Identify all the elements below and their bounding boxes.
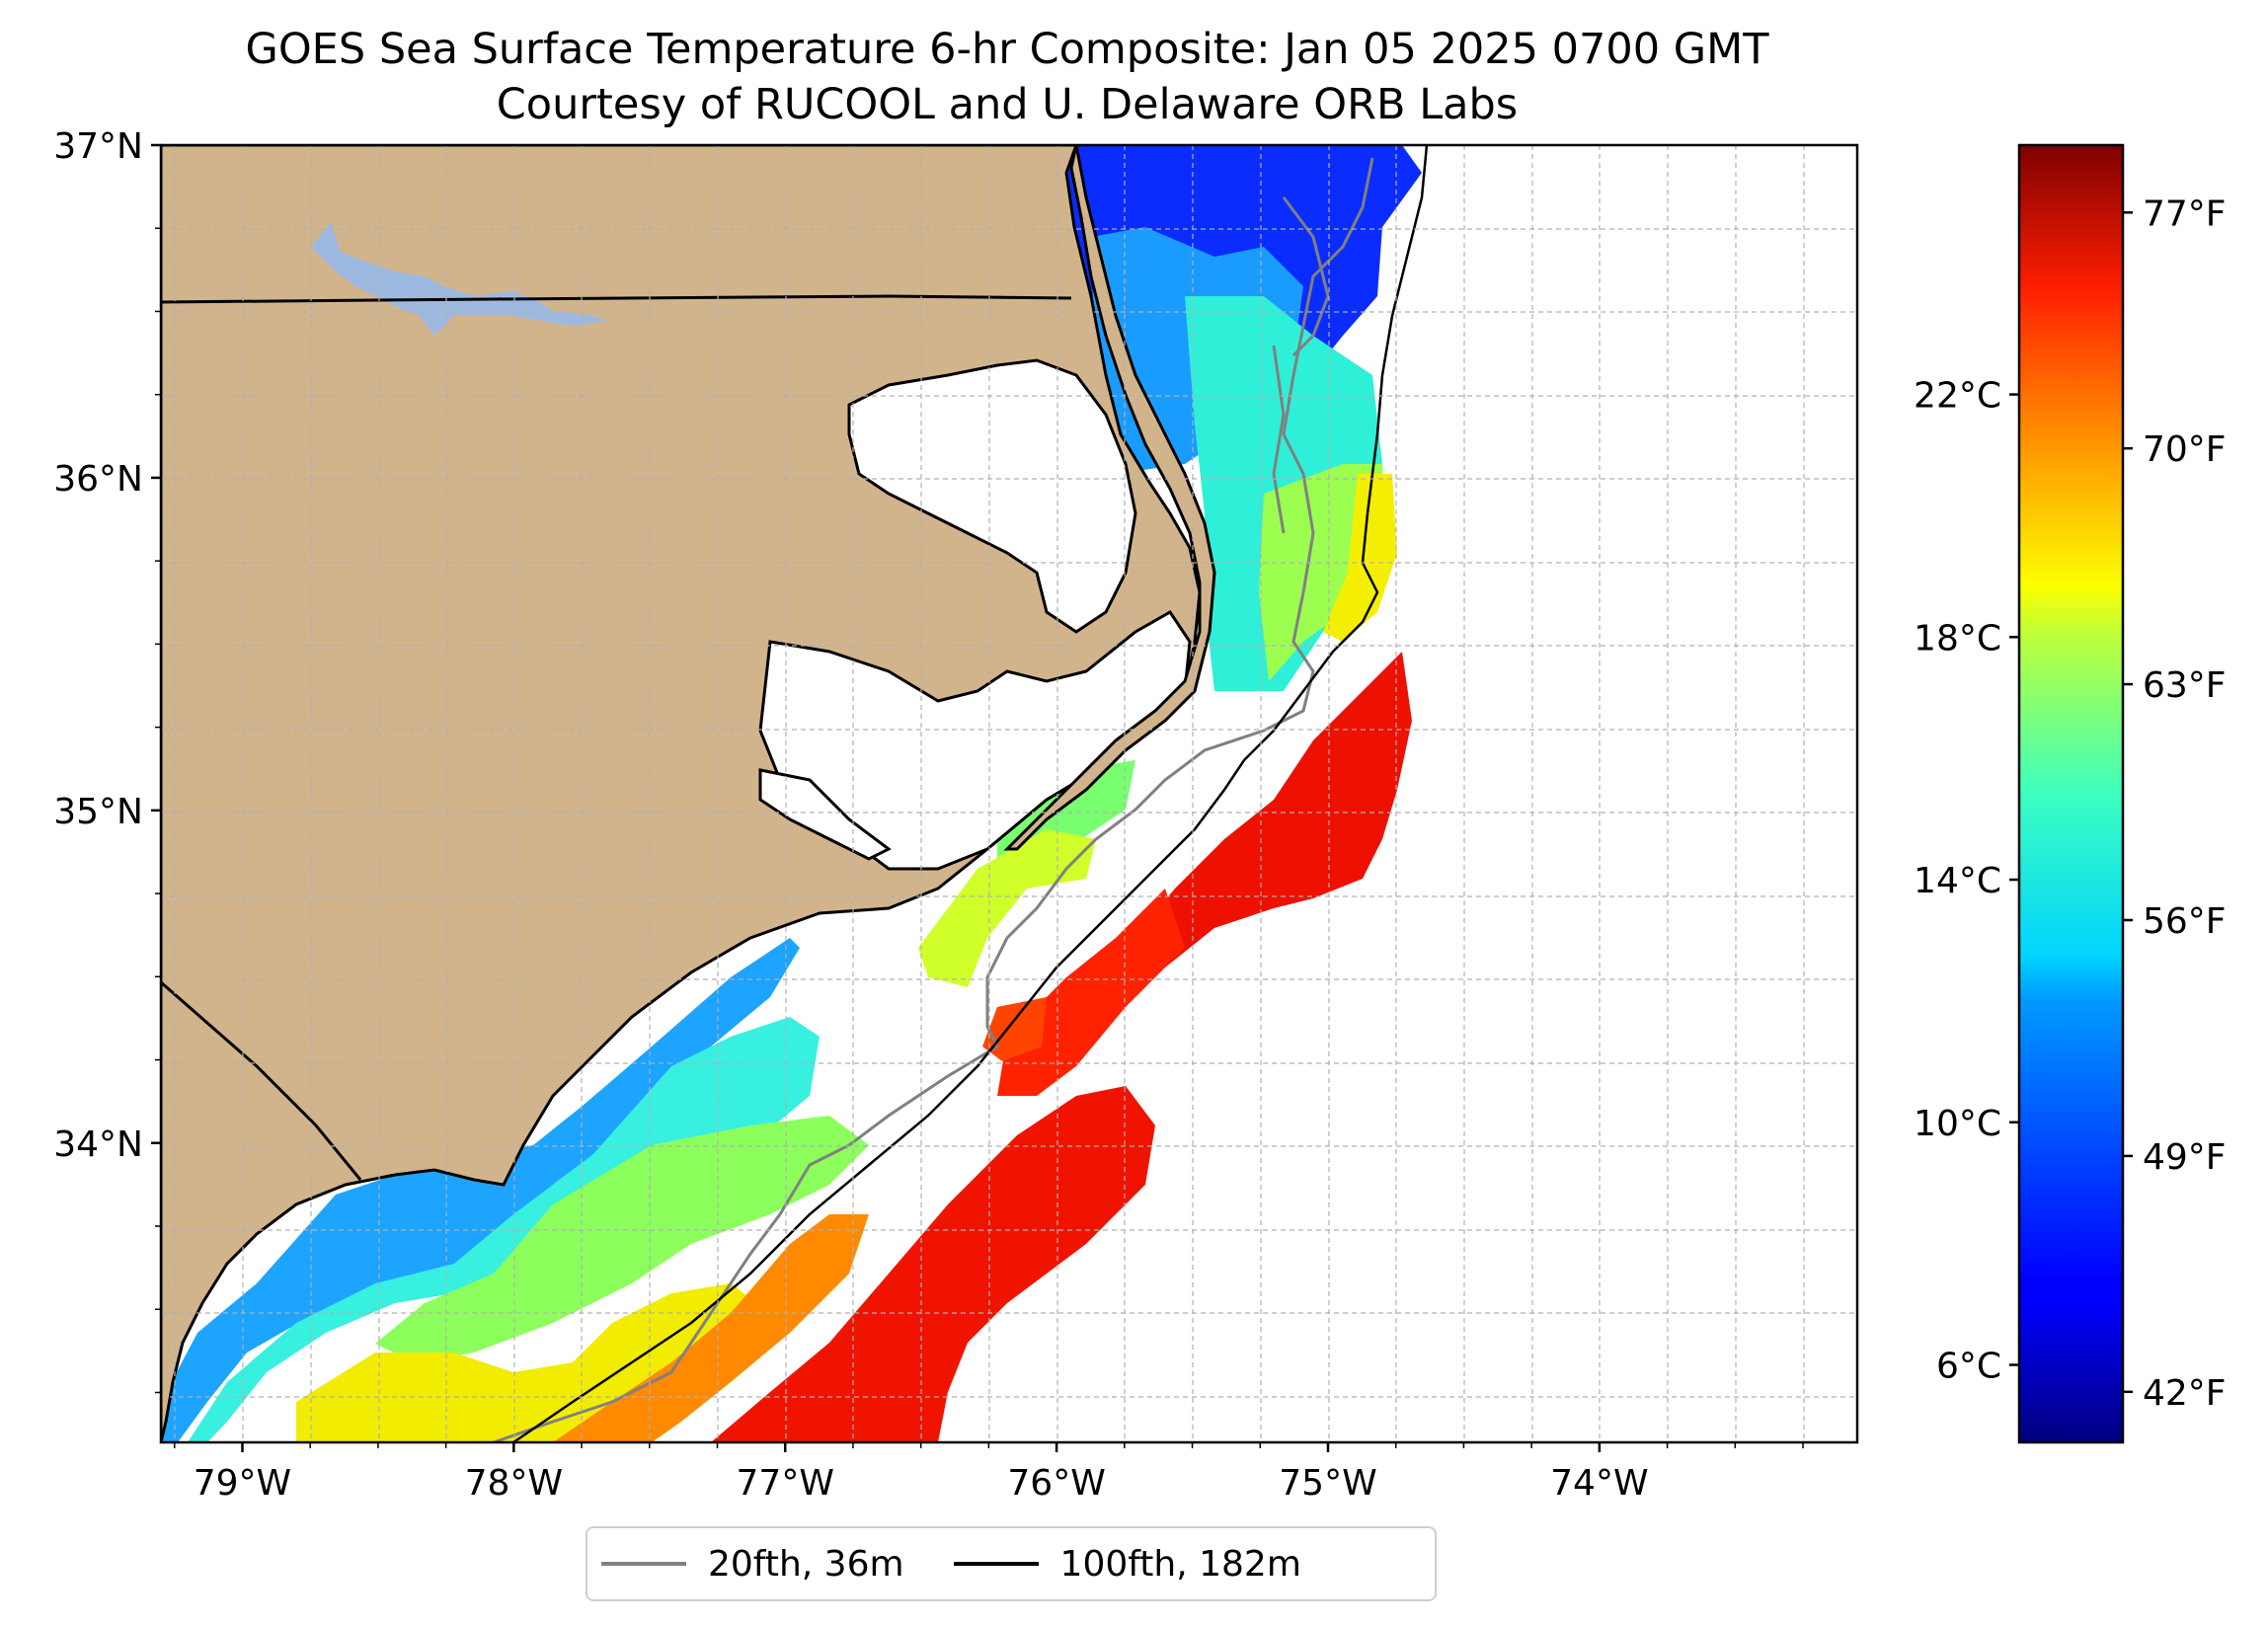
colorbar-fahrenheit-axis: 77°F 70°F 63°F 56°F 49°F 42°F: [2123, 194, 2227, 1414]
celsius-tick-label: 10°C: [1914, 1104, 2001, 1144]
celsius-tick-label: 14°C: [1914, 861, 2001, 901]
legend-swatch-20fth: [601, 1562, 686, 1566]
sst-coast-blue: [161, 938, 800, 1442]
fahrenheit-tick-label: 42°F: [2143, 1373, 2227, 1414]
fahrenheit-tick-label: 49°F: [2143, 1137, 2227, 1178]
fahrenheit-tick-label: 56°F: [2143, 901, 2227, 942]
lat-tick-label: 36°N: [53, 459, 143, 500]
isobath-legend: 20fth, 36m 100fth, 182m: [586, 1526, 1437, 1601]
colorbar-gradient: [2017, 143, 2125, 1444]
sst-small-orange: [982, 997, 1047, 1061]
fahrenheit-tick-label: 63°F: [2143, 665, 2227, 706]
neuse-river: [758, 768, 892, 861]
fahrenheit-tick-label: 70°F: [2143, 429, 2227, 470]
title-line-1: GOES Sea Surface Temperature 6-hr Compos…: [245, 25, 1769, 74]
colorbar-celsius-axis: 22°C 18°C 14°C 10°C 6°C: [1914, 376, 2019, 1387]
legend-swatch-100fth: [953, 1562, 1039, 1566]
fahrenheit-tick-label: 77°F: [2143, 194, 2227, 234]
lon-tick-label: 77°W: [737, 1463, 834, 1504]
sst-onslow-yellowgreen: [918, 829, 1096, 987]
gridlines: [161, 145, 1857, 1442]
map-frame: [159, 143, 1859, 1444]
isobath-100fth: [512, 145, 1429, 1442]
lon-tick-label: 79°W: [194, 1463, 291, 1504]
state-border-nc-sc: [161, 980, 362, 1181]
land: [161, 145, 1216, 1442]
lon-tick-label: 75°W: [1279, 1463, 1376, 1504]
sst-southern-red: [711, 1086, 1155, 1442]
lat-tick-label: 34°N: [53, 1124, 143, 1165]
map-title: GOES Sea Surface Temperature 6-hr Compos…: [0, 22, 2014, 132]
lat-tick-label: 35°N: [53, 792, 143, 832]
title-line-2: Courtesy of RUCOOL and U. Delaware ORB L…: [496, 80, 1519, 129]
map-area: [161, 145, 1857, 1442]
state-border-va-nc: [161, 294, 1072, 304]
lon-tick-label: 78°W: [465, 1463, 563, 1504]
celsius-tick-label: 22°C: [1914, 376, 2001, 417]
legend-item-100fth: 100fth, 182m: [953, 1543, 1301, 1585]
legend-item-20fth: 20fth, 36m: [601, 1544, 904, 1585]
celsius-tick-label: 6°C: [1936, 1347, 2001, 1387]
latitude-axis: 37°N 36°N 35°N 34°N: [53, 126, 161, 1394]
kerr-lake: [311, 222, 607, 336]
lon-tick-label: 74°W: [1550, 1463, 1648, 1504]
sst-coast-orange: [553, 1214, 869, 1442]
sst-coast-green: [375, 1116, 869, 1362]
borders: [161, 294, 1072, 1181]
barrier-island-outer-banks: [1003, 145, 1216, 851]
albemarle-sound: [847, 358, 1137, 634]
lon-tick-label: 76°W: [1007, 1463, 1105, 1504]
celsius-tick-label: 18°C: [1914, 618, 2001, 658]
colorbar: 22°C 18°C 14°C 10°C 6°C 77°F 70°F 63°F 56°F 49°F…: [1914, 143, 2227, 1444]
sst-gulfstream-red: [997, 889, 1185, 1096]
isobath-20fth: [493, 157, 1374, 1442]
legend-label-20fth: 20fth, 36m: [708, 1543, 904, 1585]
sst-northern-yellow: [1323, 474, 1397, 642]
lat-tick-label: 37°N: [53, 126, 143, 167]
legend-label-100fth: 100fth, 182m: [1059, 1543, 1301, 1585]
longitude-axis: 79°W 78°W 77°W 76°W 75°W 74°W: [173, 1442, 1804, 1504]
